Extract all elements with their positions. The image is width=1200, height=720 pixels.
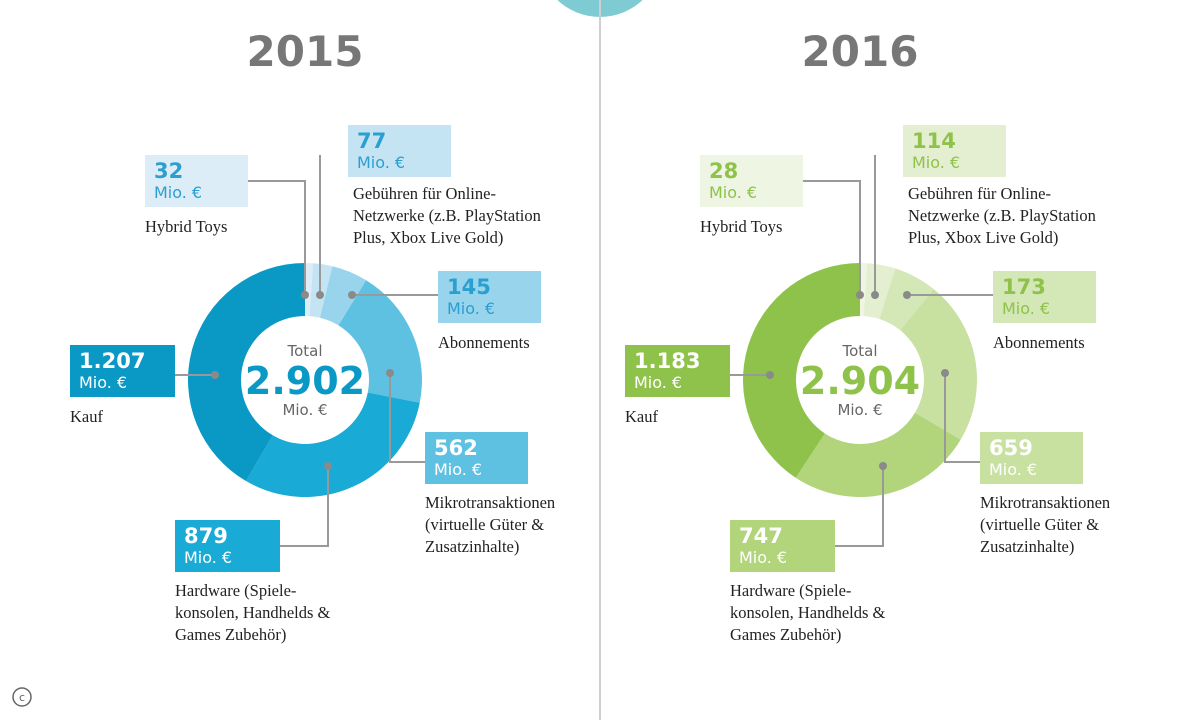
value-label: 77 (357, 129, 386, 153)
value-box (175, 520, 280, 572)
donut-segment (743, 263, 860, 478)
value-label: 145 (447, 275, 491, 299)
leader-dot (211, 371, 219, 379)
donut-segment (879, 268, 934, 331)
copyright-icon (12, 687, 32, 707)
value-box (145, 155, 248, 207)
donut-segment (319, 266, 367, 326)
leader-dot (856, 291, 864, 299)
category-label: Mikrotransaktionen (virtuelle Güter & Zu… (980, 493, 1111, 556)
value-label: 879 (184, 524, 228, 548)
value-box (625, 345, 730, 397)
donut-segment (246, 392, 420, 497)
chart-title: 2015 (247, 27, 364, 76)
leader-dot (324, 462, 332, 470)
leader-dot (879, 462, 887, 470)
leader-line (389, 373, 425, 463)
leader-dot (871, 291, 879, 299)
value-unit: Mio. € (447, 299, 495, 318)
value-unit: Mio. € (709, 183, 757, 202)
value-box (903, 125, 1006, 177)
value-box (730, 520, 835, 572)
leader-dot (301, 291, 309, 299)
category-label: Mikrotransaktionen (virtuelle Güter & Zu… (425, 493, 556, 556)
leader-line (280, 466, 329, 547)
chart-title: 2016 (802, 27, 919, 76)
donut-segment (305, 263, 314, 317)
donut-segment (863, 263, 896, 319)
total-title: Total (841, 342, 877, 360)
total-value: 2.904 (800, 359, 920, 403)
value-label: 173 (1002, 275, 1046, 299)
value-box (438, 271, 541, 323)
copyright-icon: c (19, 691, 25, 704)
value-box (425, 432, 528, 484)
leader-line (248, 180, 306, 295)
total-title: Total (286, 342, 322, 360)
donut-segment (795, 412, 961, 497)
category-label: Kauf (70, 407, 103, 426)
value-label: 1.207 (79, 349, 145, 373)
leader-line (803, 180, 861, 295)
value-label: 562 (434, 436, 478, 460)
leader-line (944, 373, 980, 463)
value-box (348, 125, 451, 177)
category-label: Abonnements (993, 333, 1085, 352)
value-label: 28 (709, 159, 738, 183)
donut-segment (338, 280, 422, 403)
leader-dot (316, 291, 324, 299)
value-unit: Mio. € (634, 373, 682, 392)
total-unit: Mio. € (282, 401, 327, 419)
donut-segment (188, 263, 305, 482)
leader-dot (903, 291, 911, 299)
value-unit: Mio. € (1002, 299, 1050, 318)
value-unit: Mio. € (79, 373, 127, 392)
value-label: 1.183 (634, 349, 700, 373)
leader-dot (348, 291, 356, 299)
value-label: 114 (912, 129, 956, 153)
category-label: Hybrid Toys (700, 217, 783, 236)
category-label: Gebühren für Online- Netzwerke (z.B. Pla… (908, 184, 1096, 247)
donut-segment (860, 263, 868, 317)
leader-dot (941, 369, 949, 377)
value-unit: Mio. € (357, 153, 405, 172)
value-unit: Mio. € (154, 183, 202, 202)
total-value: 2.902 (245, 359, 365, 403)
value-label: 747 (739, 524, 783, 548)
category-label: Abonnements (438, 333, 530, 352)
leader-line (835, 466, 884, 547)
value-box (700, 155, 803, 207)
category-label: Kauf (625, 407, 658, 426)
value-label: 659 (989, 436, 1033, 460)
value-unit: Mio. € (184, 548, 232, 567)
value-unit: Mio. € (912, 153, 960, 172)
total-unit: Mio. € (837, 401, 882, 419)
category-label: Gebühren für Online- Netzwerke (z.B. Pla… (353, 184, 541, 247)
value-box (70, 345, 175, 397)
value-unit: Mio. € (739, 548, 787, 567)
value-unit: Mio. € (989, 460, 1037, 479)
leader-dot (386, 369, 394, 377)
category-label: Hardware (Spiele- konsolen, Handhelds & … (730, 581, 886, 644)
donut-segment (900, 289, 977, 440)
value-box (993, 271, 1096, 323)
category-label: Hardware (Spiele- konsolen, Handhelds & … (175, 581, 331, 644)
leader-dot (766, 371, 774, 379)
category-label: Hybrid Toys (145, 217, 228, 236)
value-box (980, 432, 1083, 484)
value-label: 32 (154, 159, 183, 183)
value-unit: Mio. € (434, 460, 482, 479)
